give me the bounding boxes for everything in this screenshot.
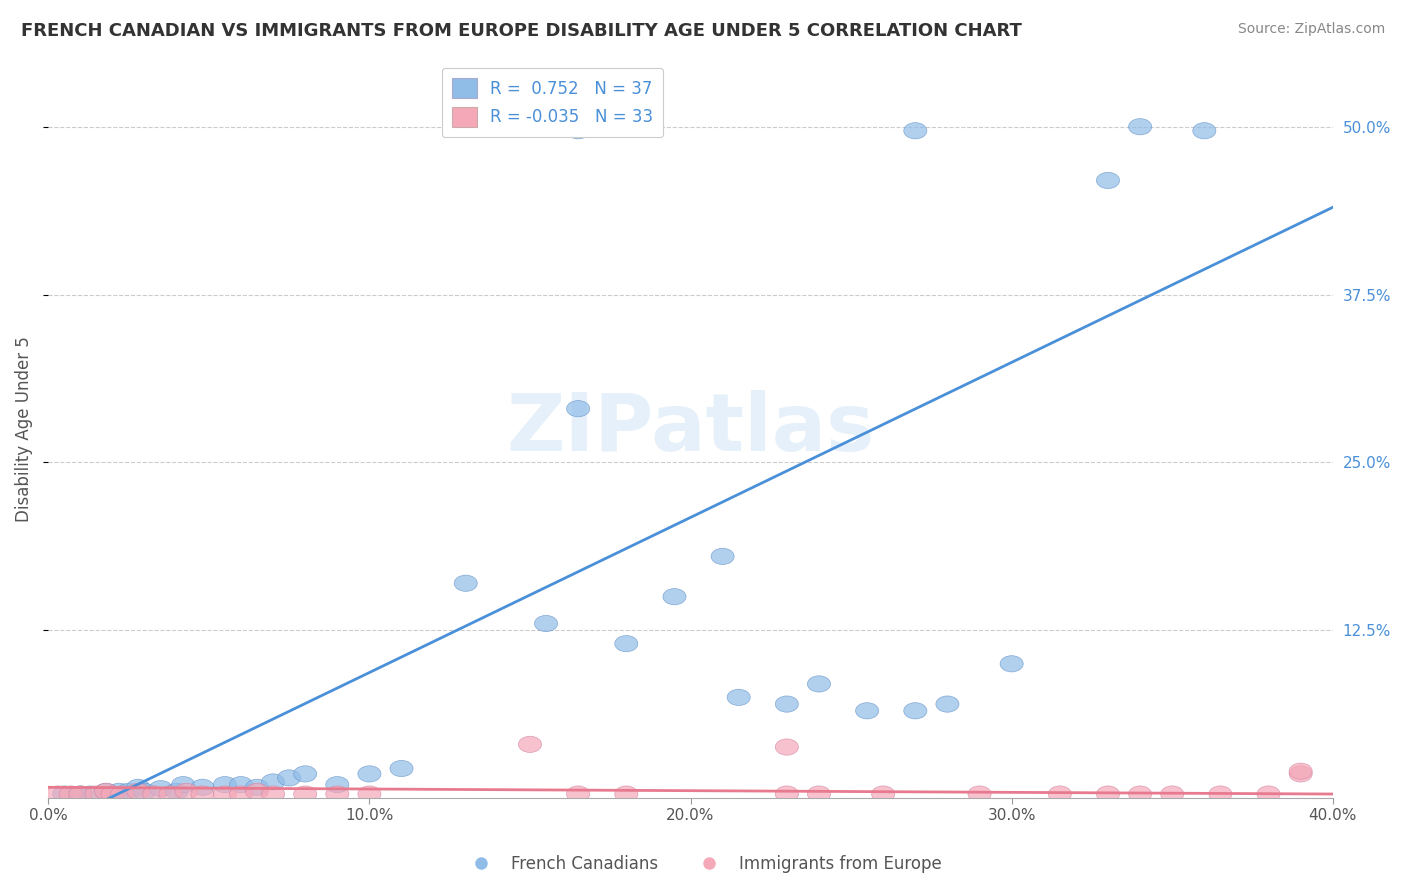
Ellipse shape [519,736,541,753]
Ellipse shape [662,589,686,605]
Ellipse shape [229,786,253,802]
Ellipse shape [94,783,118,799]
Ellipse shape [94,783,118,799]
Ellipse shape [775,786,799,802]
Ellipse shape [294,765,316,782]
Ellipse shape [359,765,381,782]
Ellipse shape [567,786,589,802]
Ellipse shape [775,696,799,712]
Ellipse shape [46,786,69,802]
Ellipse shape [359,786,381,802]
Ellipse shape [53,786,76,802]
Ellipse shape [326,786,349,802]
Ellipse shape [1209,786,1232,802]
Ellipse shape [856,703,879,719]
Ellipse shape [142,786,166,802]
Ellipse shape [1129,119,1152,135]
Text: ZIPatlas: ZIPatlas [506,390,875,467]
Ellipse shape [262,774,284,790]
Ellipse shape [567,122,589,139]
Ellipse shape [1097,786,1119,802]
Ellipse shape [69,786,91,802]
Ellipse shape [936,696,959,712]
Ellipse shape [807,786,831,802]
Ellipse shape [191,786,214,802]
Ellipse shape [294,786,316,802]
Ellipse shape [127,783,150,799]
Y-axis label: Disability Age Under 5: Disability Age Under 5 [15,336,32,522]
Ellipse shape [79,786,101,802]
Ellipse shape [117,783,141,799]
Ellipse shape [1000,656,1024,672]
Ellipse shape [807,676,831,692]
Ellipse shape [59,786,83,802]
Ellipse shape [246,783,269,799]
Ellipse shape [1049,786,1071,802]
Ellipse shape [872,786,894,802]
Legend: R =  0.752   N = 37, R = -0.035   N = 33: R = 0.752 N = 37, R = -0.035 N = 33 [441,68,664,137]
Ellipse shape [614,786,638,802]
Ellipse shape [614,635,638,652]
Ellipse shape [246,780,269,796]
Ellipse shape [101,786,124,802]
Ellipse shape [1192,122,1216,139]
Ellipse shape [1097,172,1119,188]
Ellipse shape [277,770,301,786]
Ellipse shape [1289,763,1312,780]
Ellipse shape [84,786,108,802]
Ellipse shape [775,739,799,756]
Ellipse shape [727,690,751,706]
Ellipse shape [534,615,558,632]
Ellipse shape [711,549,734,565]
Ellipse shape [262,786,284,802]
Ellipse shape [389,760,413,777]
Text: FRENCH CANADIAN VS IMMIGRANTS FROM EUROPE DISABILITY AGE UNDER 5 CORRELATION CHA: FRENCH CANADIAN VS IMMIGRANTS FROM EUROP… [21,22,1022,40]
Ellipse shape [174,783,198,799]
Ellipse shape [1161,786,1184,802]
Ellipse shape [214,786,236,802]
Ellipse shape [101,786,124,802]
Ellipse shape [1289,765,1312,782]
Ellipse shape [454,575,477,591]
Ellipse shape [159,786,181,802]
Ellipse shape [229,777,253,793]
Ellipse shape [127,780,150,796]
Ellipse shape [567,401,589,417]
Ellipse shape [191,780,214,796]
Ellipse shape [214,777,236,793]
Ellipse shape [69,786,91,802]
Ellipse shape [107,783,131,799]
Ellipse shape [134,783,156,799]
Ellipse shape [1129,786,1152,802]
Ellipse shape [1257,786,1279,802]
Ellipse shape [165,783,188,799]
Ellipse shape [111,786,134,802]
Ellipse shape [326,777,349,793]
Ellipse shape [904,122,927,139]
Ellipse shape [149,780,172,797]
Ellipse shape [904,703,927,719]
Ellipse shape [172,777,194,793]
Legend: French Canadians, Immigrants from Europe: French Canadians, Immigrants from Europe [458,848,948,880]
Ellipse shape [967,786,991,802]
Text: Source: ZipAtlas.com: Source: ZipAtlas.com [1237,22,1385,37]
